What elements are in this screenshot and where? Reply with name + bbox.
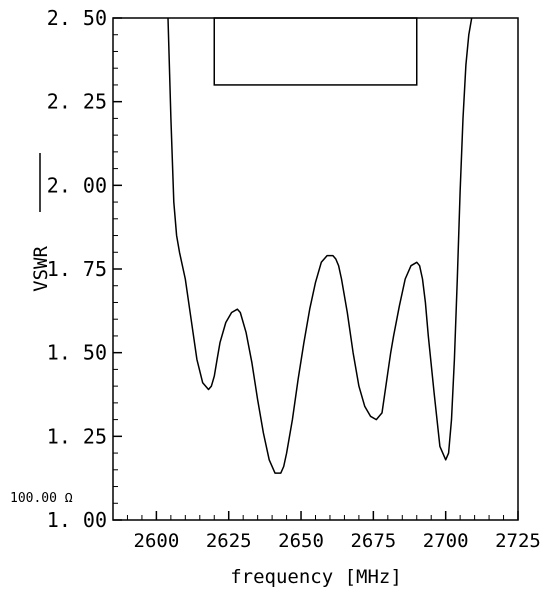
reference-impedance-label: 100.00 Ω: [10, 491, 73, 506]
x-tick-label: 2600: [134, 530, 180, 552]
y-tick-label: 1. 00: [47, 508, 107, 532]
y-tick-label: 2. 00: [47, 173, 107, 197]
y-axis-label: VSWR: [30, 246, 52, 292]
x-axis-ticks: 2600 2625 2650 2675 2700 2725: [112, 511, 541, 552]
x-tick-label: 2675: [350, 530, 396, 552]
spec-rectangle: [213, 17, 418, 86]
y-tick-label: 1. 75: [47, 257, 107, 281]
vswr-series-line: [167, 17, 473, 474]
x-tick-label: 2650: [278, 530, 324, 552]
y-tick-label: 1. 50: [47, 341, 107, 365]
x-tick-label: 2700: [423, 530, 469, 552]
y-tick-label: 2. 25: [47, 90, 107, 114]
x-axis-label: frequency [MHz]: [230, 566, 402, 588]
x-tick-label: 2625: [206, 530, 252, 552]
y-axis-ticks: 1. 00 1. 25 1. 50 1. 75 2. 00 2. 25 2. 50: [47, 6, 122, 532]
y-tick-label: 2. 50: [47, 6, 107, 30]
x-tick-label: 2725: [495, 530, 541, 552]
y-tick-label: 1. 25: [47, 424, 107, 448]
series-group: [167, 17, 473, 474]
